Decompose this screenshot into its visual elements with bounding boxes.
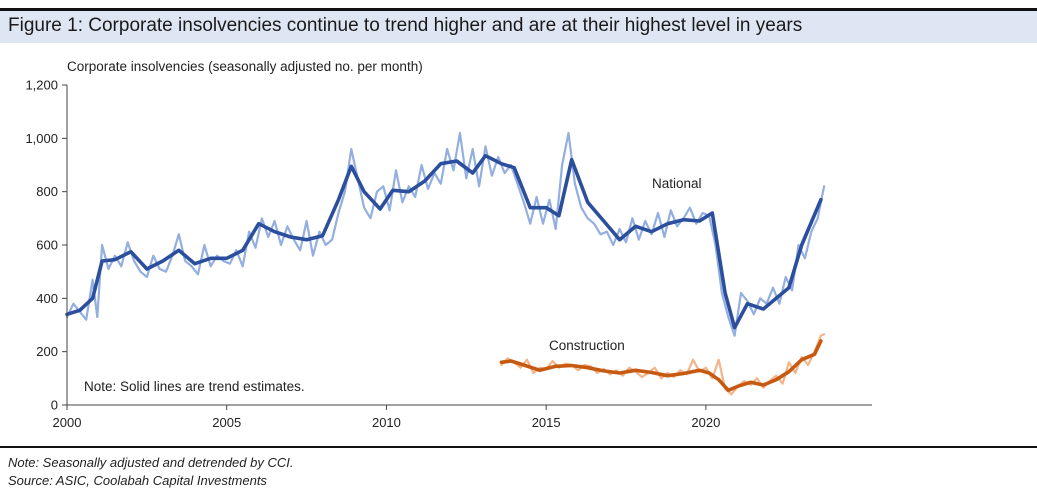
y-tick-label: 1,000 [25,131,58,146]
national-series-label: National [652,176,702,191]
bottom-rule [0,446,1037,448]
y-tick-label: 800 [36,184,58,199]
y-tick-label: 200 [36,344,58,359]
chart-annotation: Note: Solid lines are trend estimates. [84,379,305,394]
title-band [0,11,1037,43]
footer-note: Note: Seasonally adjusted and detrended … [8,455,294,470]
y-tick-label: 400 [36,291,58,306]
trend-series-layer [65,153,823,393]
national-trend-line [65,153,823,330]
x-tick-label: 2010 [372,415,401,430]
footer-source: Source: ASIC, Coolabah Capital Investmen… [8,473,267,488]
construction-trend-line [499,339,823,393]
x-tick-label: 2020 [691,415,720,430]
x-tick-label: 2000 [53,415,82,430]
y-tick-label: 0 [51,398,58,413]
top-rule [0,8,1037,11]
y-axis-label: Corporate insolvencies (seasonally adjus… [67,59,423,74]
construction-series-label: Construction [549,338,625,353]
x-tick-label: 2015 [532,415,561,430]
y-tick-label: 1,200 [25,78,58,93]
x-tick-label: 2005 [212,415,241,430]
raw-series-layer [65,131,826,396]
figure-title: Figure 1: Corporate insolvencies continu… [8,15,803,36]
line-chart: Corporate insolvencies (seasonally adjus… [25,59,872,430]
y-tick-label: 600 [36,238,58,253]
axes: 0 200 400 600 800 1,000 1,200 2000 2005 2010 2015 2… [25,78,872,430]
